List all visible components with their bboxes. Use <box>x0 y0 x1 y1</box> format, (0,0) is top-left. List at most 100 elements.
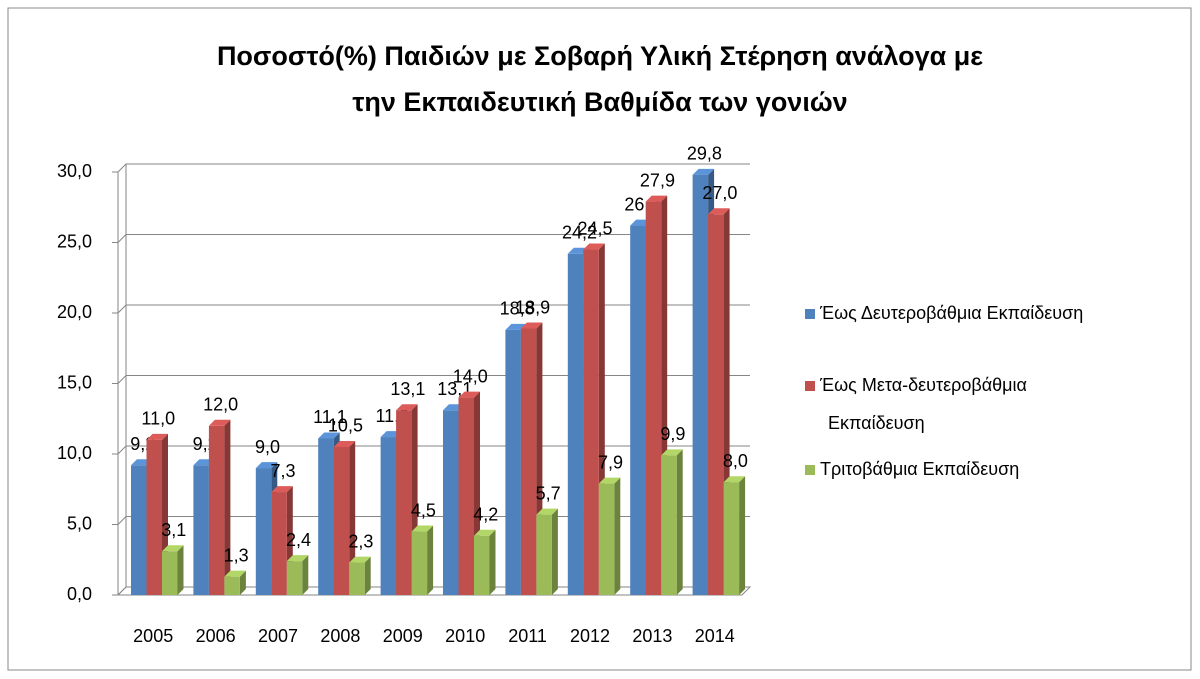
bar-top <box>349 556 371 563</box>
bar-side <box>676 449 683 595</box>
bar <box>146 439 162 595</box>
bar <box>208 425 225 595</box>
value-label: 9,9 <box>660 424 685 444</box>
bar <box>505 329 521 595</box>
bar-side <box>364 556 371 595</box>
bar-top <box>333 440 356 447</box>
bar-top <box>255 462 278 469</box>
legend-swatch <box>805 309 815 319</box>
bar <box>598 483 615 595</box>
bar-top <box>271 486 293 493</box>
chart-title: Ποσοστό(%) Παιδιών με Σοβαρή Υλική Στέρη… <box>217 41 983 117</box>
value-label: 11,0 <box>141 409 175 429</box>
x-tick-label: 2011 <box>508 626 547 646</box>
legend-label: Τριτοβάθμια Εκπαίδευση <box>820 459 1019 479</box>
value-label: 7,9 <box>598 452 623 472</box>
value-label: 14,0 <box>453 366 488 386</box>
bar-top <box>396 404 418 411</box>
grid-line <box>117 234 750 243</box>
bar <box>286 561 303 595</box>
grid-line <box>117 304 750 314</box>
legend-label: Έως Δευτεροβάθμια Εκπαίδευση <box>819 303 1083 323</box>
bar-top <box>692 168 715 175</box>
value-label: 2,4 <box>286 530 311 550</box>
bar-side <box>302 555 309 595</box>
legend-label: Έως Μετα-δευτεροβάθμια Εκπαίδευση <box>819 375 1027 433</box>
bar <box>318 438 334 595</box>
value-label: 7,3 <box>271 461 296 481</box>
value-label: 18,8 <box>500 299 535 319</box>
value-label: 1,3 <box>224 545 249 565</box>
bar <box>411 531 428 595</box>
bar <box>692 174 709 595</box>
bar-side <box>489 529 496 595</box>
bar <box>583 249 599 596</box>
bar <box>474 535 490 595</box>
bar-side <box>239 570 246 595</box>
legend-swatch <box>805 465 815 475</box>
bar-top <box>645 195 668 202</box>
value-label: 3,1 <box>161 520 186 540</box>
bar <box>645 201 662 596</box>
bar <box>333 446 350 595</box>
bar-side <box>349 440 356 595</box>
bar-top <box>208 419 231 426</box>
bar-top <box>411 525 434 532</box>
bar-top <box>723 476 746 483</box>
bar <box>255 468 272 595</box>
x-tick-label: 2006 <box>196 626 236 646</box>
value-label: 18,9 <box>515 297 550 317</box>
bar <box>723 482 740 595</box>
y-tick-label: 10,0 <box>57 443 92 463</box>
bar-side <box>614 477 621 595</box>
y-tick-label: 25,0 <box>57 231 92 251</box>
bar <box>224 576 240 595</box>
bar-side <box>177 545 184 595</box>
y-tick-label: 30,0 <box>57 161 92 181</box>
bar-top <box>224 570 246 577</box>
bar <box>162 551 178 595</box>
y-tick-label: 0,0 <box>67 584 92 604</box>
x-tick-label: 2008 <box>320 626 360 646</box>
value-label: 24,2 <box>562 223 597 243</box>
value-label: 27,0 <box>702 183 737 203</box>
value-label: 4,2 <box>473 505 498 525</box>
legend-swatch <box>805 381 815 391</box>
bar <box>349 562 365 595</box>
bar-side <box>739 476 746 595</box>
bar <box>380 437 397 595</box>
value-label: 10,5 <box>328 416 363 436</box>
value-label: 12,0 <box>203 395 238 415</box>
bar-top <box>536 508 558 515</box>
value-label: 4,5 <box>411 500 436 520</box>
value-label: 9,0 <box>255 437 280 457</box>
x-tick-label: 2010 <box>445 626 485 646</box>
value-label: 2,3 <box>348 531 373 551</box>
bar <box>396 410 412 595</box>
bar <box>193 465 209 595</box>
y-tick-label: 15,0 <box>57 372 92 392</box>
x-tick-label: 2007 <box>258 626 298 646</box>
bar <box>271 492 287 595</box>
bar-top <box>318 432 340 439</box>
bar-side <box>427 525 434 595</box>
bar-top <box>474 529 496 536</box>
bar <box>520 328 537 595</box>
bar-top <box>520 322 543 329</box>
x-tick-label: 2012 <box>570 626 610 646</box>
bar <box>131 465 147 595</box>
bar-top <box>598 477 621 484</box>
bar <box>567 253 584 595</box>
y-tick-label: 5,0 <box>67 513 92 533</box>
bar-side <box>224 419 231 595</box>
bar-top <box>146 433 168 440</box>
value-label: 24,5 <box>578 218 613 238</box>
value-label: 27,9 <box>640 170 675 190</box>
grid-line <box>117 163 750 173</box>
bar-side <box>551 508 558 595</box>
bar <box>536 514 552 595</box>
bar <box>661 455 677 595</box>
value-label: 13,1 <box>390 379 425 399</box>
bar-top <box>458 391 480 398</box>
